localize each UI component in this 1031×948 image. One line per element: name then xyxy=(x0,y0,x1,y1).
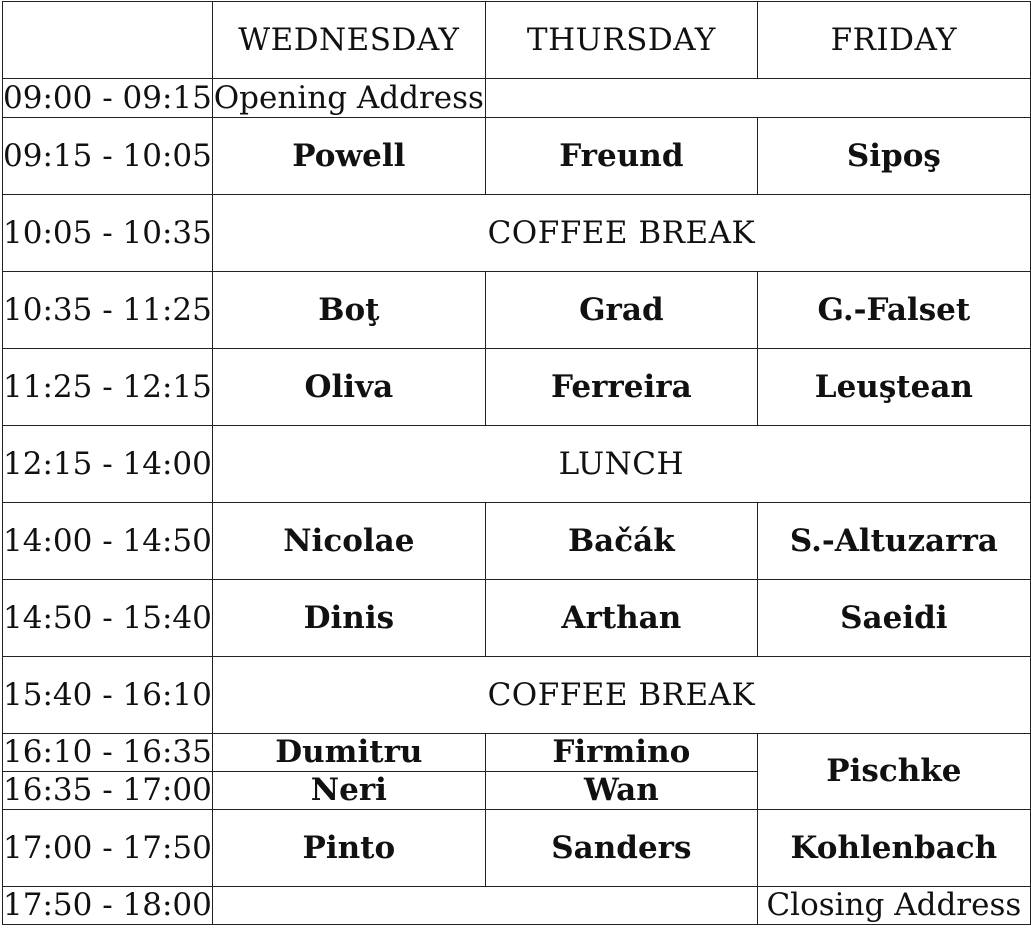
row-session-7: 17:00 - 17:50 Pinto Sanders Kohlenbach xyxy=(2,809,1031,887)
speaker-cell-thursday: Sanders xyxy=(484,809,758,887)
speaker-cell-friday: S.-Altuzarra xyxy=(756,502,1031,580)
speaker-cell-thursday: Bačák xyxy=(484,502,758,580)
row-session-6a: 16:10 - 16:35 Dumitru Firmino Pischke xyxy=(2,733,1031,810)
closing-address-cell: Closing Address xyxy=(756,886,1031,925)
header-row: WEDNESDAY THURSDAY FRIDAY xyxy=(2,1,1031,79)
speaker-cell-wednesday: Oliva xyxy=(211,348,486,426)
speaker-cell-wednesday: Pinto xyxy=(211,809,486,887)
speaker-cell-wednesday: Nicolae xyxy=(211,502,486,580)
speaker-cell-friday: Sipoş xyxy=(756,117,1031,195)
speaker-cell-wednesday: Neri xyxy=(211,771,486,810)
row-session-5: 14:50 - 15:40 Dinis Arthan Saeidi xyxy=(2,579,1031,657)
speaker-cell-friday: G.-Falset xyxy=(756,271,1031,349)
empty-cell xyxy=(484,78,1031,118)
speaker-cell-wednesday: Powell xyxy=(211,117,486,195)
time-cell: 09:00 - 09:15 xyxy=(2,78,213,118)
speaker-cell-friday: Kohlenbach xyxy=(756,809,1031,887)
speaker-cell-friday: Leuştean xyxy=(756,348,1031,426)
time-cell: 14:50 - 15:40 xyxy=(2,579,213,657)
day-header-friday: FRIDAY xyxy=(756,1,1031,79)
time-cell: 09:15 - 10:05 xyxy=(2,117,213,195)
empty-cell xyxy=(211,886,758,925)
time-cell: 16:10 - 16:35 xyxy=(2,733,213,772)
coffee-break-cell: COFFEE BREAK xyxy=(211,194,1031,272)
lunch-cell: LUNCH xyxy=(211,425,1031,503)
day-header-wednesday: WEDNESDAY xyxy=(211,1,486,79)
time-cell: 14:00 - 14:50 xyxy=(2,502,213,580)
row-closing: 17:50 - 18:00 Closing Address xyxy=(2,886,1031,925)
speaker-cell-wednesday: Boţ xyxy=(211,271,486,349)
speaker-cell-wednesday: Dumitru xyxy=(211,733,486,772)
speaker-cell-wednesday: Dinis xyxy=(211,579,486,657)
row-session-3: 11:25 - 12:15 Oliva Ferreira Leuştean xyxy=(2,348,1031,426)
speaker-cell-thursday: Wan xyxy=(484,771,758,810)
speaker-cell-thursday: Ferreira xyxy=(484,348,758,426)
speaker-cell-thursday: Arthan xyxy=(484,579,758,657)
coffee-break-cell: COFFEE BREAK xyxy=(211,656,1031,734)
time-cell: 11:25 - 12:15 xyxy=(2,348,213,426)
speaker-cell-thursday: Grad xyxy=(484,271,758,349)
row-coffee-break-1: 10:05 - 10:35 COFFEE BREAK xyxy=(2,194,1031,272)
row-session-2: 10:35 - 11:25 Boţ Grad G.-Falset xyxy=(2,271,1031,349)
time-cell: 10:35 - 11:25 xyxy=(2,271,213,349)
schedule-table: WEDNESDAY THURSDAY FRIDAY 09:00 - 09:15 … xyxy=(2,1,1031,925)
time-cell: 12:15 - 14:00 xyxy=(2,425,213,503)
row-session-1: 09:15 - 10:05 Powell Freund Sipoş xyxy=(2,117,1031,195)
time-cell: 15:40 - 16:10 xyxy=(2,656,213,734)
row-lunch: 12:15 - 14:00 LUNCH xyxy=(2,425,1031,503)
speaker-cell-thursday: Firmino xyxy=(484,733,758,772)
opening-address-cell: Opening Address xyxy=(211,78,486,118)
header-empty-cell xyxy=(2,1,213,79)
speaker-cell-friday: Saeidi xyxy=(756,579,1031,657)
time-cell: 16:35 - 17:00 xyxy=(2,771,213,810)
time-cell: 17:00 - 17:50 xyxy=(2,809,213,887)
row-session-6b: 16:35 - 17:00 Neri Wan xyxy=(2,771,1031,810)
day-header-thursday: THURSDAY xyxy=(484,1,758,79)
speaker-cell-friday: Pischke xyxy=(756,733,1031,810)
row-coffee-break-2: 15:40 - 16:10 COFFEE BREAK xyxy=(2,656,1031,734)
row-opening: 09:00 - 09:15 Opening Address xyxy=(2,78,1031,118)
speaker-cell-thursday: Freund xyxy=(484,117,758,195)
row-session-4: 14:00 - 14:50 Nicolae Bačák S.-Altuzarra xyxy=(2,502,1031,580)
time-cell: 10:05 - 10:35 xyxy=(2,194,213,272)
time-cell: 17:50 - 18:00 xyxy=(2,886,213,925)
